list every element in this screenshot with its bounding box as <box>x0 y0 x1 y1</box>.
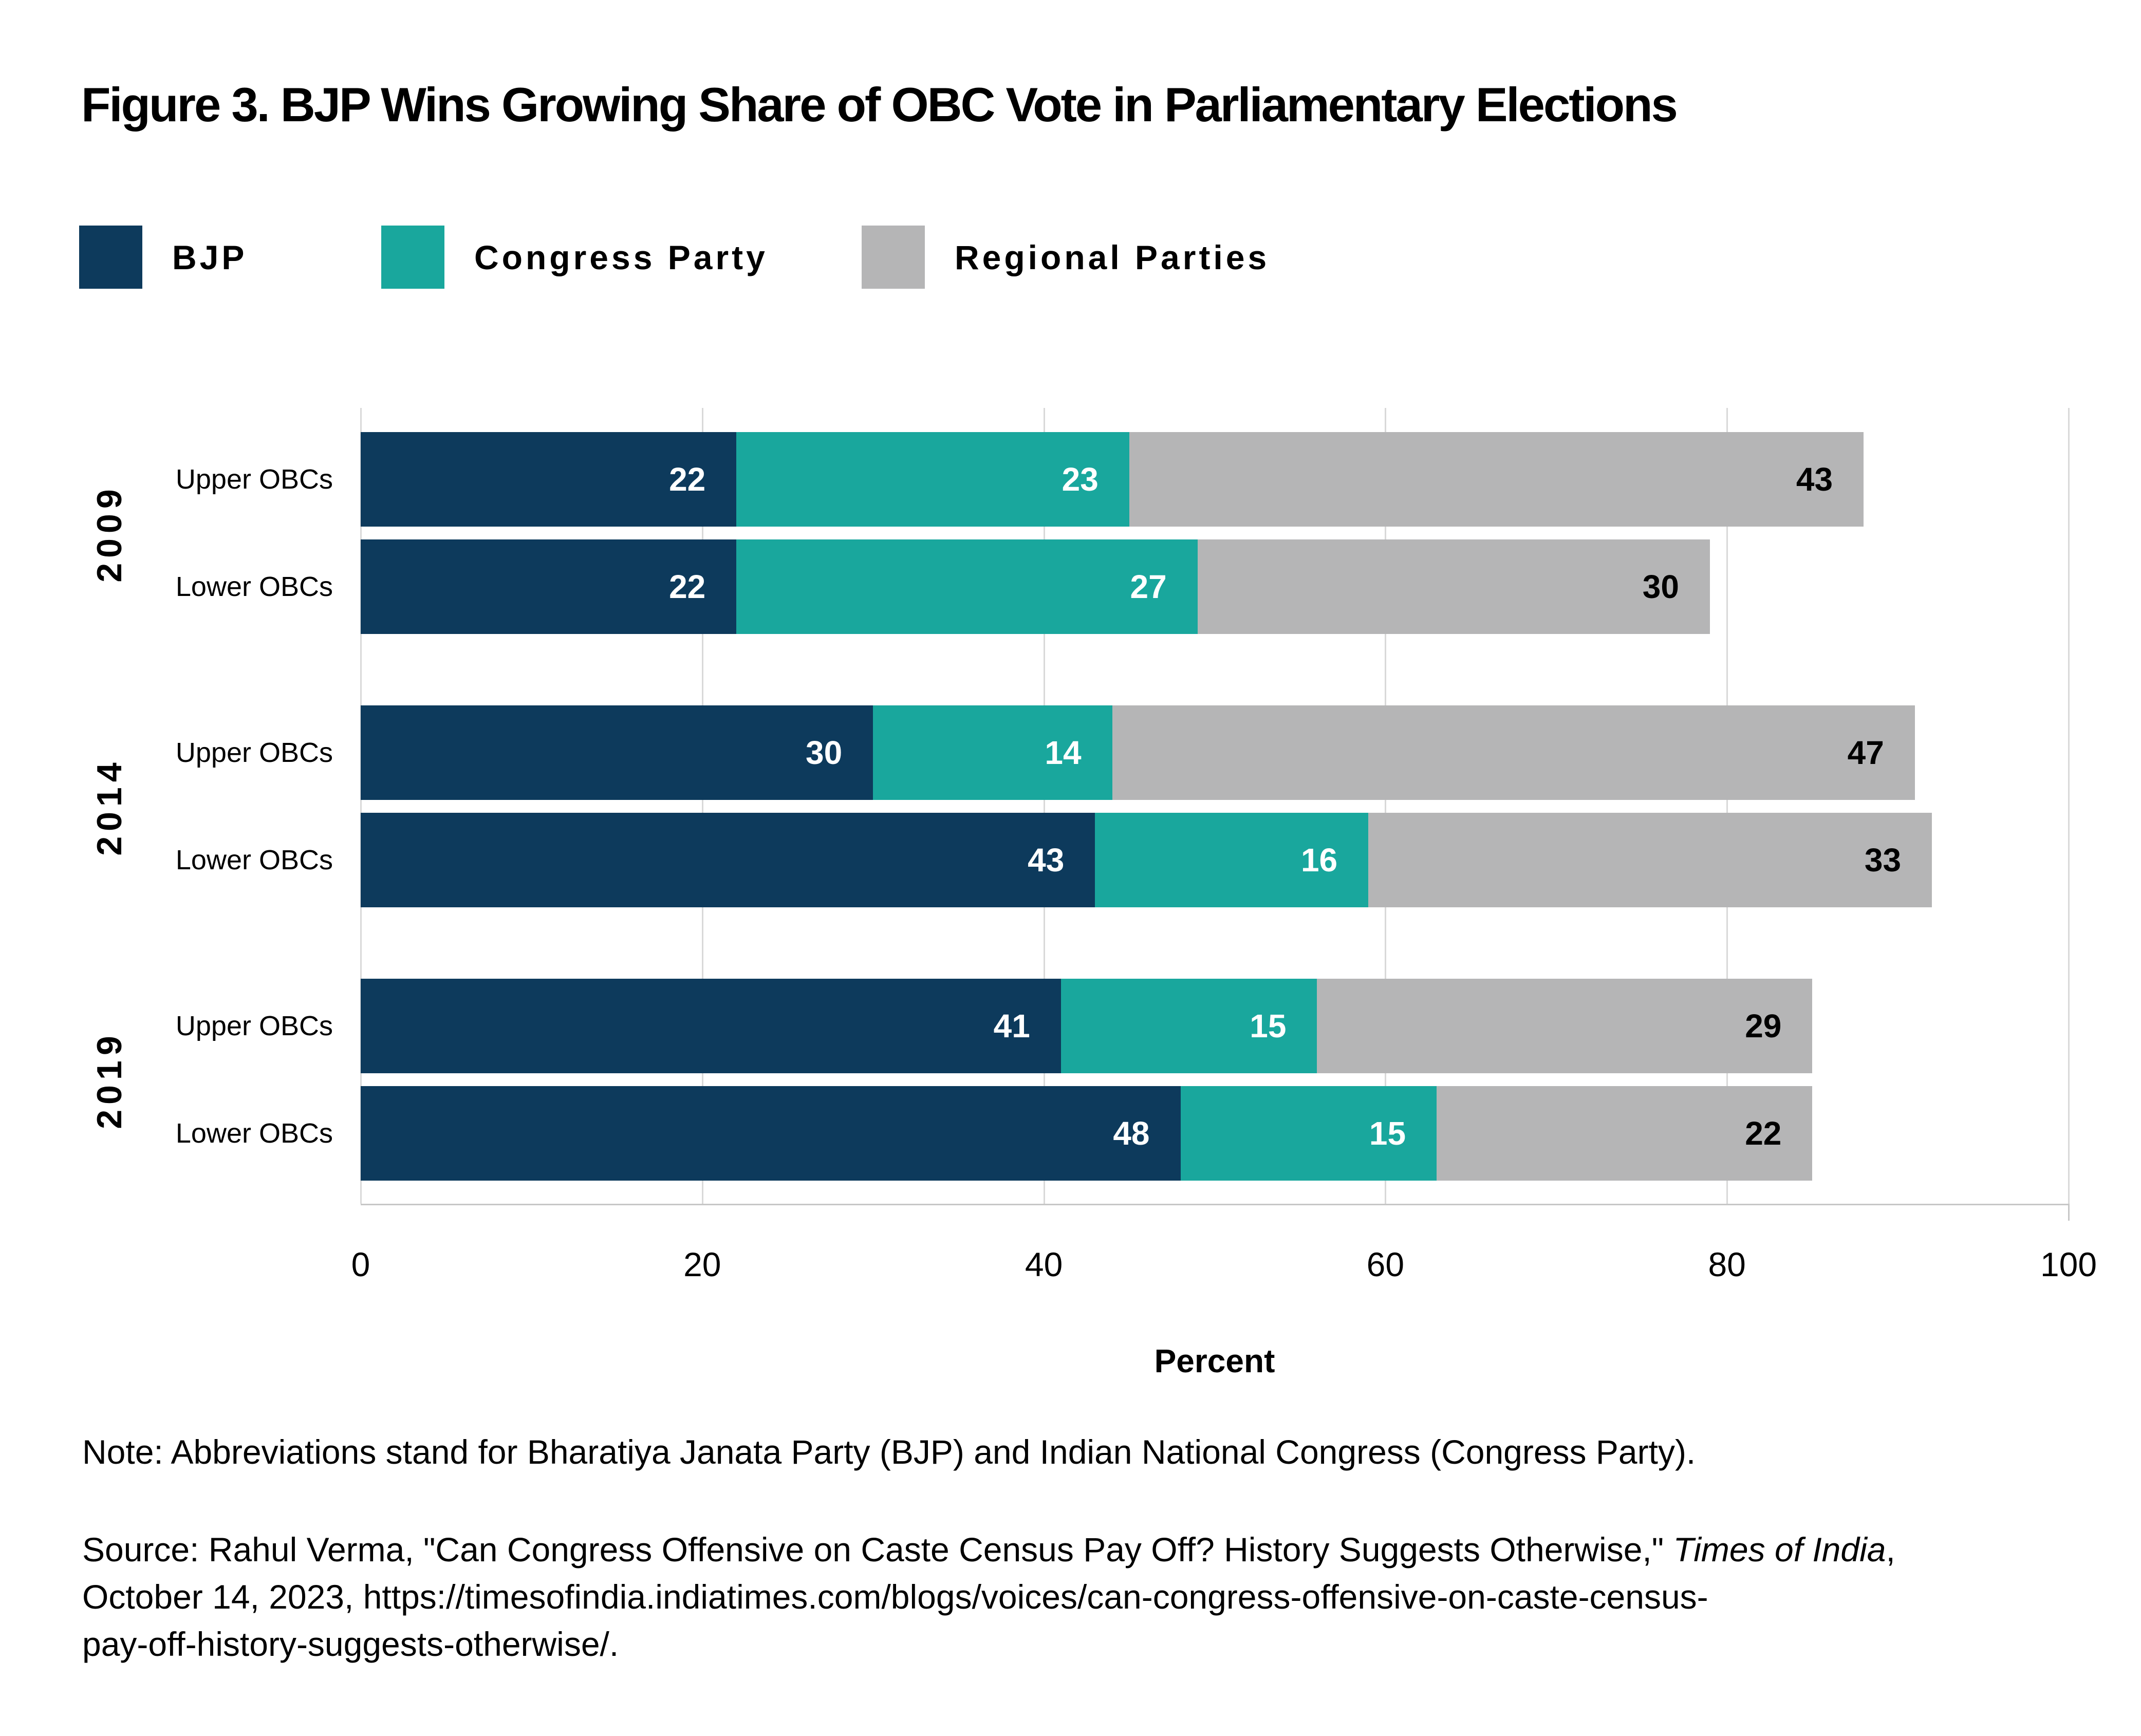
x-tick-label-0: 0 <box>351 1245 370 1283</box>
bar-value-label: 15 <box>1369 1115 1406 1152</box>
bar-segment-bjp: 41 <box>361 979 1061 1073</box>
source-line-2: October 14, 2023, https://timesofindia.i… <box>82 1578 1708 1616</box>
bar-segment-congress: 16 <box>1095 813 1369 907</box>
row-label-2009-0: Upper OBCs <box>175 464 333 495</box>
legend-swatch-bjp <box>79 226 142 289</box>
year-label-2014: 2014 <box>90 757 129 856</box>
gridline-0 <box>360 408 362 1204</box>
x-tick-label-100: 100 <box>2040 1245 2097 1283</box>
bar-row-2019-0: 41 15 29 <box>361 979 1813 1073</box>
x-axis-end-tick <box>2068 1204 2070 1221</box>
gridline-40 <box>1043 408 1045 1204</box>
row-label-2019-1: Lower OBCs <box>175 1118 333 1149</box>
bar-value-label: 22 <box>669 568 706 605</box>
source-text: Source: Rahul Verma, "Can Congress Offen… <box>82 1526 1895 1668</box>
bar-value-label: 16 <box>1300 842 1338 879</box>
legend-item-regional: Regional Parties <box>862 226 1270 289</box>
bar-segment-congress: 23 <box>736 432 1129 527</box>
bar-value-label: 47 <box>1847 734 1884 771</box>
legend-item-congress: Congress Party <box>381 226 768 289</box>
bar-segment-bjp: 43 <box>361 813 1095 907</box>
bar-row-2009-0: 22 23 43 <box>361 432 1864 527</box>
bar-value-label: 43 <box>1796 461 1833 498</box>
legend-item-bjp: BJP <box>79 226 247 289</box>
row-label-2019-0: Upper OBCs <box>175 1011 333 1041</box>
bar-value-label: 15 <box>1250 1007 1287 1044</box>
bar-segment-bjp: 22 <box>361 539 737 634</box>
bar-value-label: 30 <box>806 734 843 771</box>
bar-row-2019-1: 48 15 22 <box>361 1086 1813 1181</box>
bar-value-label: 43 <box>1028 842 1065 879</box>
bar-segment-congress: 15 <box>1180 1086 1437 1181</box>
source-line-3: pay-off-history-suggests-otherwise/. <box>82 1625 619 1663</box>
legend-label-regional: Regional Parties <box>955 238 1270 276</box>
bar-value-label: 22 <box>669 461 706 498</box>
x-tick-label-40: 40 <box>1025 1245 1063 1283</box>
bar-segment-congress: 27 <box>736 539 1198 634</box>
bar-segment-congress: 14 <box>873 705 1112 800</box>
x-tick-label-20: 20 <box>683 1245 721 1283</box>
x-tick-label-80: 80 <box>1708 1245 1746 1283</box>
bar-value-label: 14 <box>1045 734 1082 771</box>
legend-label-bjp: BJP <box>172 238 248 276</box>
bar-segment-regional: 22 <box>1437 1086 1813 1181</box>
bar-value-label: 41 <box>993 1007 1030 1044</box>
row-label-2014-1: Lower OBCs <box>175 845 333 875</box>
bar-segment-congress: 15 <box>1060 979 1317 1073</box>
bar-value-label: 23 <box>1062 461 1099 498</box>
bar-value-label: 29 <box>1745 1007 1782 1044</box>
gridline-20 <box>701 408 703 1204</box>
bar-segment-regional: 43 <box>1129 432 1864 527</box>
x-tick-label-60: 60 <box>1366 1245 1405 1283</box>
bar-row-2009-1: 22 27 30 <box>361 539 1710 634</box>
bar-segment-regional: 47 <box>1112 705 1915 800</box>
bar-segment-regional: 33 <box>1368 813 1932 907</box>
bar-segment-bjp: 48 <box>361 1086 1181 1181</box>
bar-segment-regional: 30 <box>1197 539 1710 634</box>
gridline-60 <box>1385 408 1387 1204</box>
note-text: Note: Abbreviations stand for Bharatiya … <box>82 1433 1696 1471</box>
x-axis-line <box>361 1204 2069 1205</box>
bar-row-2014-0: 30 14 47 <box>361 705 1915 800</box>
legend-swatch-regional <box>862 226 925 289</box>
legend-label-congress: Congress Party <box>474 238 768 276</box>
bar-row-2014-1: 43 16 33 <box>361 813 1932 907</box>
x-axis-title: Percent <box>1154 1342 1275 1379</box>
bar-segment-bjp: 22 <box>361 432 737 527</box>
bar-value-label: 27 <box>1130 568 1167 605</box>
row-label-2009-1: Lower OBCs <box>175 571 333 602</box>
figure-title: Figure 3. BJP Wins Growing Share of OBC … <box>81 78 1678 132</box>
bar-value-label: 48 <box>1113 1115 1150 1152</box>
gridline-80 <box>1726 408 1728 1204</box>
bar-segment-regional: 29 <box>1317 979 1813 1073</box>
year-label-2009: 2009 <box>90 483 129 583</box>
bar-value-label: 33 <box>1864 842 1902 879</box>
bar-segment-bjp: 30 <box>361 705 873 800</box>
source-line-1: Source: Rahul Verma, "Can Congress Offen… <box>82 1530 1895 1569</box>
bar-value-label: 30 <box>1642 568 1679 605</box>
chart-area: Percent 0 20 40 60 80 100 Upper OBCs 22 23 43 Lowe… <box>90 408 2097 1379</box>
gridline-100 <box>2068 408 2070 1204</box>
row-label-2014-0: Upper OBCs <box>175 737 333 768</box>
legend-swatch-congress <box>381 226 444 289</box>
bar-value-label: 22 <box>1745 1115 1782 1152</box>
year-label-2019: 2019 <box>90 1030 129 1129</box>
